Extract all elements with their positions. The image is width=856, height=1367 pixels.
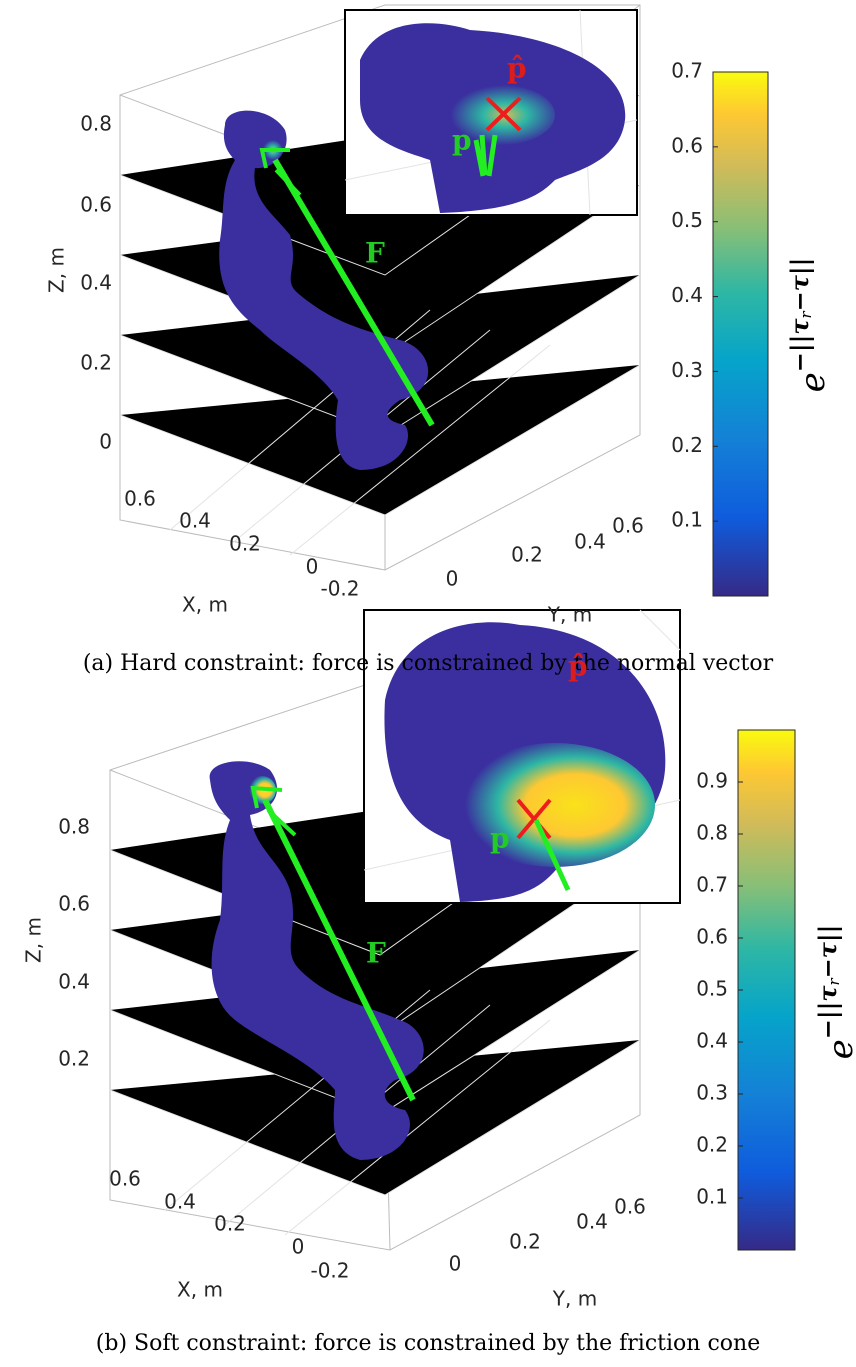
- colorbar-tick-label: 0.4: [671, 283, 703, 307]
- colorbar-tick-label: 0.2: [696, 1133, 728, 1157]
- label-exponent: −||τ: [785, 318, 814, 373]
- colorbar-tick-label: 0.3: [671, 358, 703, 382]
- z-tick-label: 0: [99, 430, 112, 454]
- colorbar-tick-label: 0.9: [696, 769, 728, 793]
- x-tick-label: 0: [306, 555, 319, 579]
- y-tick-label: 0: [446, 567, 459, 591]
- estimate-label: p̂: [568, 650, 588, 683]
- z-axis-label: Z, m: [22, 917, 46, 963]
- panel: 00.20.40.60.80.60.40.20-0.2 00.20.40.6Z, …: [45, 52, 834, 677]
- y-axis-label: Y, m: [547, 603, 592, 627]
- colorbar-tick-label: 0.1: [671, 508, 703, 532]
- x-tick-label: 0.4: [164, 1190, 196, 1214]
- estimate-label: p̂: [507, 52, 527, 85]
- z-tick-label: 0.8: [58, 815, 90, 839]
- caption: (a) Hard constraint: force is constraine…: [83, 651, 774, 676]
- label-base: e: [821, 1039, 856, 1059]
- colorbar-tick-label: 0.7: [671, 59, 703, 83]
- colorbar-tick-label: 0.6: [671, 133, 703, 157]
- x-tick-label: -0.2: [320, 577, 359, 601]
- x-tick-label: -0.2: [310, 1259, 349, 1283]
- x-axis-label: X, m: [177, 1278, 223, 1302]
- z-axis-label: Z, m: [45, 247, 69, 293]
- panel: 0.20.40.60.80.60.40.20-0.2 00.20.40.6Z, m…: [22, 650, 856, 1357]
- colorbar-tick-label: 0.5: [671, 208, 703, 232]
- point-label: p: [452, 124, 472, 157]
- y-tick-label: 0.2: [509, 1230, 541, 1254]
- y-tick-label: 0: [449, 1252, 462, 1276]
- x-axis-label: X, m: [182, 593, 228, 617]
- colorbar-tick-label: 0.1: [696, 1185, 728, 1209]
- colorbar: [712, 71, 769, 597]
- label-exponent: −||τ: [813, 985, 842, 1040]
- x-tick-label: 0.6: [124, 487, 156, 511]
- point-label: p: [490, 822, 510, 855]
- z-tick-label: 0.4: [80, 271, 112, 295]
- z-tick-label: 0.6: [80, 193, 112, 217]
- x-tick-label: 0.4: [179, 509, 211, 533]
- colorbar-tick-label: 0.3: [696, 1081, 728, 1105]
- force-label: F: [365, 237, 385, 270]
- y-tick-label: 0.6: [612, 514, 644, 538]
- colorbar-label: e−||τr−τ||: [785, 258, 834, 393]
- label-subscript: r: [797, 311, 815, 319]
- x-tick-label: 0.2: [229, 532, 261, 556]
- colorbar-label: e−||τr−τ||: [813, 925, 856, 1060]
- colorbar-tick-label: 0.6: [696, 925, 728, 949]
- z-tick-label: 0.2: [58, 1047, 90, 1071]
- label-base: e: [793, 372, 833, 392]
- colorbar-tick-label: 0.5: [696, 977, 728, 1001]
- plot-b: [109, 609, 681, 1251]
- z-tick-label: 0.4: [58, 970, 90, 994]
- y-tick-label: 0.4: [576, 1210, 608, 1234]
- y-tick-label: 0.2: [511, 543, 543, 567]
- x-tick-label: 0: [292, 1235, 305, 1259]
- z-tick-label: 0.8: [80, 112, 112, 136]
- x-tick-label: 0.2: [214, 1212, 246, 1236]
- x-tick-label: 0.6: [109, 1167, 141, 1191]
- z-tick-label: 0.2: [80, 351, 112, 375]
- y-axis-label: Y, m: [552, 1287, 597, 1311]
- colorbar-tick-label: 0.2: [671, 433, 703, 457]
- colorbar-tick-label: 0.8: [696, 821, 728, 845]
- colorbar-tick-label: 0.7: [696, 873, 728, 897]
- y-tick-label: 0.4: [574, 530, 606, 554]
- colorbar-tick-label: 0.4: [696, 1029, 728, 1053]
- caption: (b) Soft constraint: force is constraine…: [96, 1331, 760, 1356]
- label-rest: −τ||: [785, 258, 814, 312]
- label-subscript: r: [825, 978, 843, 986]
- z-tick-label: 0.6: [58, 892, 90, 916]
- colorbar: [737, 729, 796, 1251]
- plot-a: [119, 4, 641, 571]
- label-rest: −τ||: [813, 925, 842, 979]
- y-tick-label: 0.6: [614, 1195, 646, 1219]
- force-label: F: [366, 937, 386, 970]
